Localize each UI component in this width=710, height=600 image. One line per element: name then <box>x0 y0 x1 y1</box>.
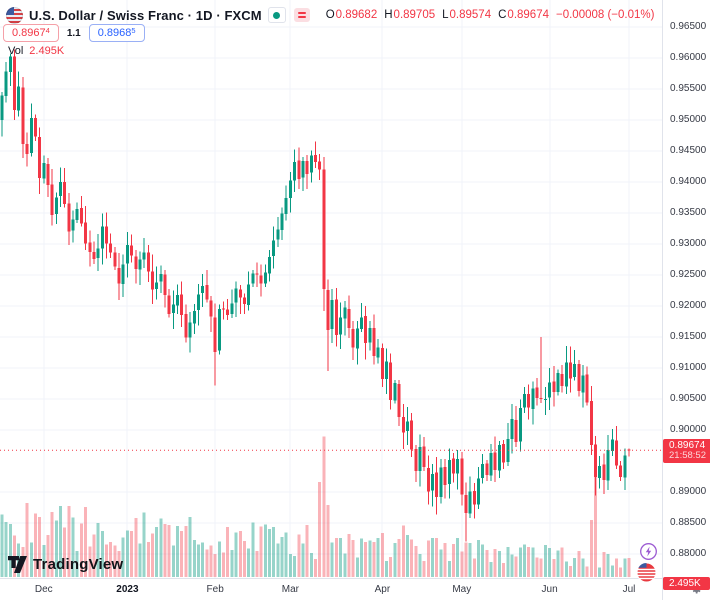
time-tick-label: Feb <box>206 584 224 595</box>
price-tick-label: 0.95000 <box>670 114 707 125</box>
market-status-icon[interactable] <box>267 7 286 23</box>
time-tick-label: Dec <box>34 584 53 595</box>
symbol-flag-icon[interactable] <box>6 6 23 24</box>
close-label: C <box>498 9 507 21</box>
price-tick-label: 0.88500 <box>670 517 707 528</box>
open-value: 0.89682 <box>335 9 378 21</box>
open-label: O <box>325 9 335 21</box>
low-label: L <box>442 9 449 21</box>
ohlc-legend: O 0.89682 H 0.89705 L 0.89574 C 0.89674 −0.0… <box>326 9 655 21</box>
price-tick-label: 0.94000 <box>670 176 707 187</box>
high-label: H <box>384 9 393 21</box>
spread-value: 1.1 <box>66 27 81 39</box>
price-tick-label: 0.90500 <box>670 393 707 404</box>
sell-price: 0.8967 <box>12 27 46 39</box>
price-tick-label: 0.92500 <box>670 269 707 280</box>
time-tick-label: Apr <box>374 584 391 595</box>
time-tick-label: Jul <box>622 584 636 595</box>
trade-buttons-row: 0.8967 4 1.1 0.8968 5 <box>3 24 145 42</box>
volume-label: Vol <box>8 45 24 57</box>
price-tick-label: 0.93000 <box>670 238 707 249</box>
close-value: 0.89674 <box>507 9 549 21</box>
tradingview-logo[interactable]: TradingView <box>8 556 123 573</box>
price-tick-label: 0.90000 <box>670 424 707 435</box>
tradingview-logo-icon <box>8 556 27 573</box>
price-tick-label: 0.91500 <box>670 331 707 342</box>
sell-price-sup: 4 <box>45 26 50 35</box>
buy-price-sup: 5 <box>131 26 136 35</box>
time-tick-label: 2023 <box>116 584 139 595</box>
high-value: 0.89705 <box>393 9 436 21</box>
low-value: 0.89574 <box>449 9 492 21</box>
delayed-data-icon[interactable] <box>293 8 310 22</box>
volume-legend: Vol 2.495K <box>8 44 64 58</box>
last-price-value: 0.89674 <box>669 440 706 452</box>
price-tick-label: 0.89000 <box>670 486 707 497</box>
symbol-title[interactable]: U.S. Dollar / Swiss Franc · 1D · FXCM <box>29 7 262 23</box>
sell-button[interactable]: 0.8967 4 <box>3 24 59 42</box>
change-value: −0.00008 (−0.01%) <box>556 9 655 21</box>
last-price-badge: 0.89674 21:58:52 <box>663 439 710 464</box>
time-tick-label: May <box>452 584 472 595</box>
volume-value: 2.495K <box>29 45 65 57</box>
price-tick-label: 0.92000 <box>670 300 707 311</box>
price-tick-label: 0.96000 <box>670 52 707 63</box>
time-axis[interactable]: Dec 2023 Feb Mar Apr May Jun Jul <box>0 578 662 600</box>
price-tick-label: 0.91000 <box>670 362 707 373</box>
bar-countdown: 21:58:52 <box>669 450 706 462</box>
buy-price: 0.8968 <box>97 27 132 39</box>
price-tick-label: 0.95500 <box>670 83 707 94</box>
price-axis[interactable]: 0.96500 0.96000 0.95500 0.95000 0.94500 0.940… <box>662 0 710 578</box>
price-tick-label: 0.96500 <box>670 21 707 32</box>
price-tick-label: 0.94500 <box>670 145 707 156</box>
economic-event-flag-icon[interactable] <box>636 562 657 583</box>
last-volume-badge: 2.495K <box>663 577 710 590</box>
buy-button[interactable]: 0.8968 5 <box>88 24 145 42</box>
instant-trading-icon[interactable] <box>640 543 657 560</box>
price-tick-label: 0.93500 <box>670 207 707 218</box>
tradingview-logo-text: TradingView <box>33 556 124 573</box>
time-tick-label: Jun <box>541 584 558 595</box>
price-tick-label: 0.88000 <box>670 548 707 559</box>
time-tick-label: Mar <box>281 584 300 595</box>
